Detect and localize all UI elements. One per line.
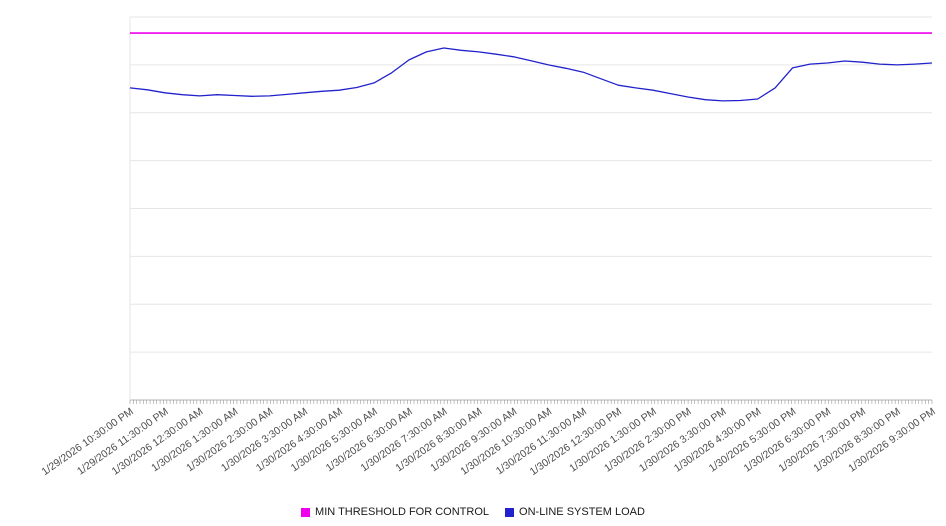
load-line bbox=[129, 47, 933, 102]
legend-label-threshold: MIN THRESHOLD FOR CONTROL bbox=[315, 506, 490, 518]
legend-item-load: ON-LINE SYSTEM LOAD bbox=[505, 506, 645, 518]
threshold-swatch bbox=[301, 507, 311, 517]
legend-item-threshold: MIN THRESHOLD FOR CONTROL bbox=[301, 506, 489, 518]
chart-legend: MIN THRESHOLD FOR CONTROL ON-LINE SYSTEM… bbox=[0, 506, 946, 518]
legend-label-load: ON-LINE SYSTEM LOAD bbox=[519, 506, 645, 518]
chart-svg: 1/29/2026 10:30:00 PM1/29/2026 11:30:00 … bbox=[39, 16, 938, 478]
load-swatch bbox=[505, 507, 515, 517]
x-axis-minor-ticks bbox=[129, 400, 933, 404]
gridlines bbox=[129, 16, 932, 401]
x-axis-labels: 1/29/2026 10:30:00 PM1/29/2026 11:30:00 … bbox=[39, 406, 937, 478]
